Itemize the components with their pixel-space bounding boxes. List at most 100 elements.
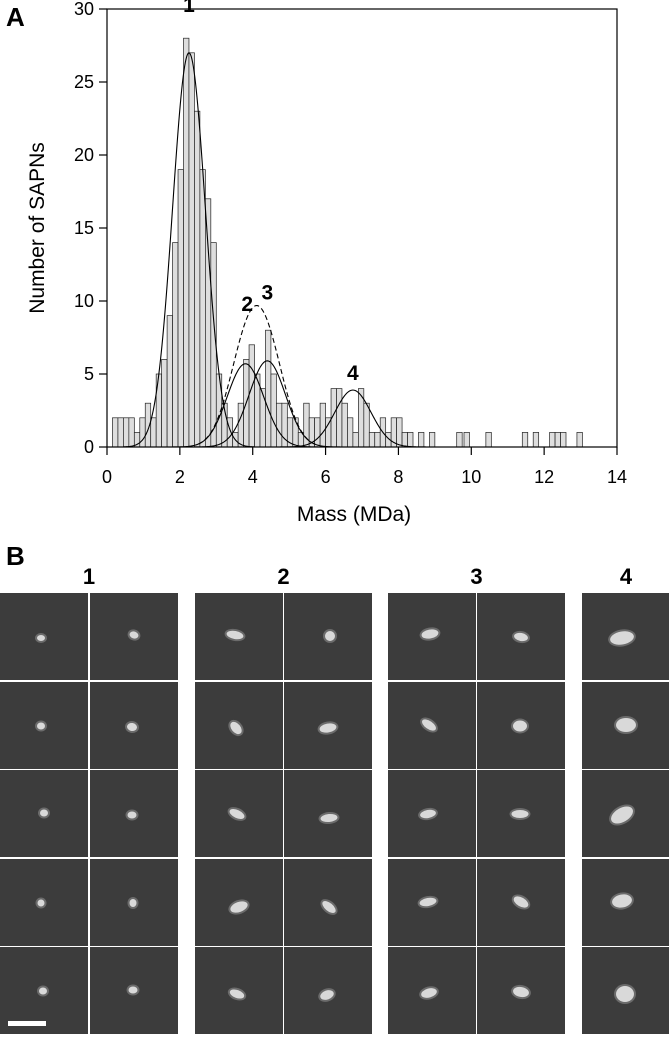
peak-label-2: 2 [241,293,253,316]
fit-curve-sum [197,304,319,446]
histogram-bar-s3 [532,432,540,448]
histogram-bar-s0 [463,432,470,448]
histogram-bar-46 [363,402,370,448]
particle [612,894,632,908]
histogram-bar-37 [314,417,321,448]
group-label-2: 2 [277,564,289,589]
gaussian-fits [123,52,426,448]
micrograph-grid: 1 2 3 4 [0,564,669,1034]
fit-curve-3 [194,360,341,448]
particle [616,718,636,732]
histogram-bar-s2 [521,432,529,448]
particle [513,986,529,998]
y-tick-label: 15 [74,218,94,238]
histogram-bar-56 [418,432,425,448]
x-tick-label: 6 [321,467,331,487]
particle [513,896,529,908]
x-axis-ticks: 0 2 4 6 8 10 12 14 [102,447,627,487]
histogram-bar-47 [368,432,376,448]
particle [513,720,527,732]
particle [37,635,45,641]
particle [226,630,244,640]
histogram-bar-17 [205,198,212,448]
particle [37,722,45,730]
histogram-bar-63 [456,432,463,448]
x-axis-title: Mass (MDa) [297,503,411,526]
histogram-bar-11 [172,242,179,448]
x-tick-label: 14 [607,467,627,487]
particle [230,901,248,913]
particle [514,632,528,642]
peak-label-4: 4 [347,362,359,385]
histogram-bar-10 [166,315,173,448]
histogram-bar-28 [265,329,272,448]
histogram-bar-23 [237,402,244,448]
y-axis-title: Number of SAPNs [26,142,49,314]
y-tick-label: 0 [84,437,94,457]
scale-bar [8,1021,46,1026]
particle [611,806,633,824]
peak-label-3: 3 [261,282,273,305]
histogram-bar-39 [325,417,332,448]
histogram-bar-s7 [576,432,583,448]
y-tick-label: 5 [84,364,94,384]
histogram-bar-16 [199,169,206,448]
x-tick-label: 4 [248,467,258,487]
fit-curve-2 [172,363,319,448]
histogram-bar-15 [194,110,201,448]
histogram-bars [112,37,583,448]
histogram-bar-42 [341,402,348,448]
histogram-bar-12 [177,169,184,448]
panel-a-letter: A [6,2,25,32]
histogram-bar-52 [396,417,403,448]
group-label-1: 1 [83,564,95,589]
histogram-bar-48 [374,432,381,448]
particle [419,897,437,907]
y-tick-label: 10 [74,291,94,311]
y-axis-ticks: 0 5 10 15 20 25 30 [74,0,107,457]
histogram-bar-13 [183,37,190,448]
histogram-bar-58 [429,432,436,448]
histogram-bar-53 [401,432,408,448]
x-tick-label: 0 [102,467,112,487]
particle [129,631,139,639]
y-tick-label: 30 [74,0,94,19]
particle [322,901,336,913]
histogram-bar-7 [150,417,157,448]
histogram-bar-25 [248,344,255,448]
particle [420,809,436,819]
panel-b-letter: B [6,541,25,571]
particle [320,813,338,823]
y-tick-label: 20 [74,145,94,165]
histogram-bar-44 [352,432,359,448]
histogram-bar-3 [128,417,135,448]
histogram-bar-38 [319,402,326,448]
particle [129,899,137,907]
fit-curve-1 [123,52,255,448]
histogram-bar-s1 [485,432,492,448]
particle [37,899,45,907]
particle [422,719,436,731]
histogram-bar-1 [117,417,124,448]
x-tick-label: 2 [175,467,185,487]
histogram-bar-27 [259,388,266,448]
histogram-bar-s5 [554,432,561,448]
histogram-bar-29 [270,373,277,448]
particle [610,631,634,645]
histogram-bar-54 [407,432,414,448]
particle [320,990,334,1000]
peak-labels: 1 23 4 [183,0,359,385]
particle [127,811,137,819]
particle [616,986,634,1002]
x-tick-label: 10 [461,467,481,487]
histogram-bar-43 [347,417,354,448]
histogram-bar-s4 [549,432,556,448]
histogram-bar-0 [112,417,119,448]
group-label-3: 3 [470,564,482,589]
particle [511,810,529,818]
peak-label-1: 1 [183,0,195,17]
y-tick-label: 25 [74,72,94,92]
particle [39,987,47,995]
